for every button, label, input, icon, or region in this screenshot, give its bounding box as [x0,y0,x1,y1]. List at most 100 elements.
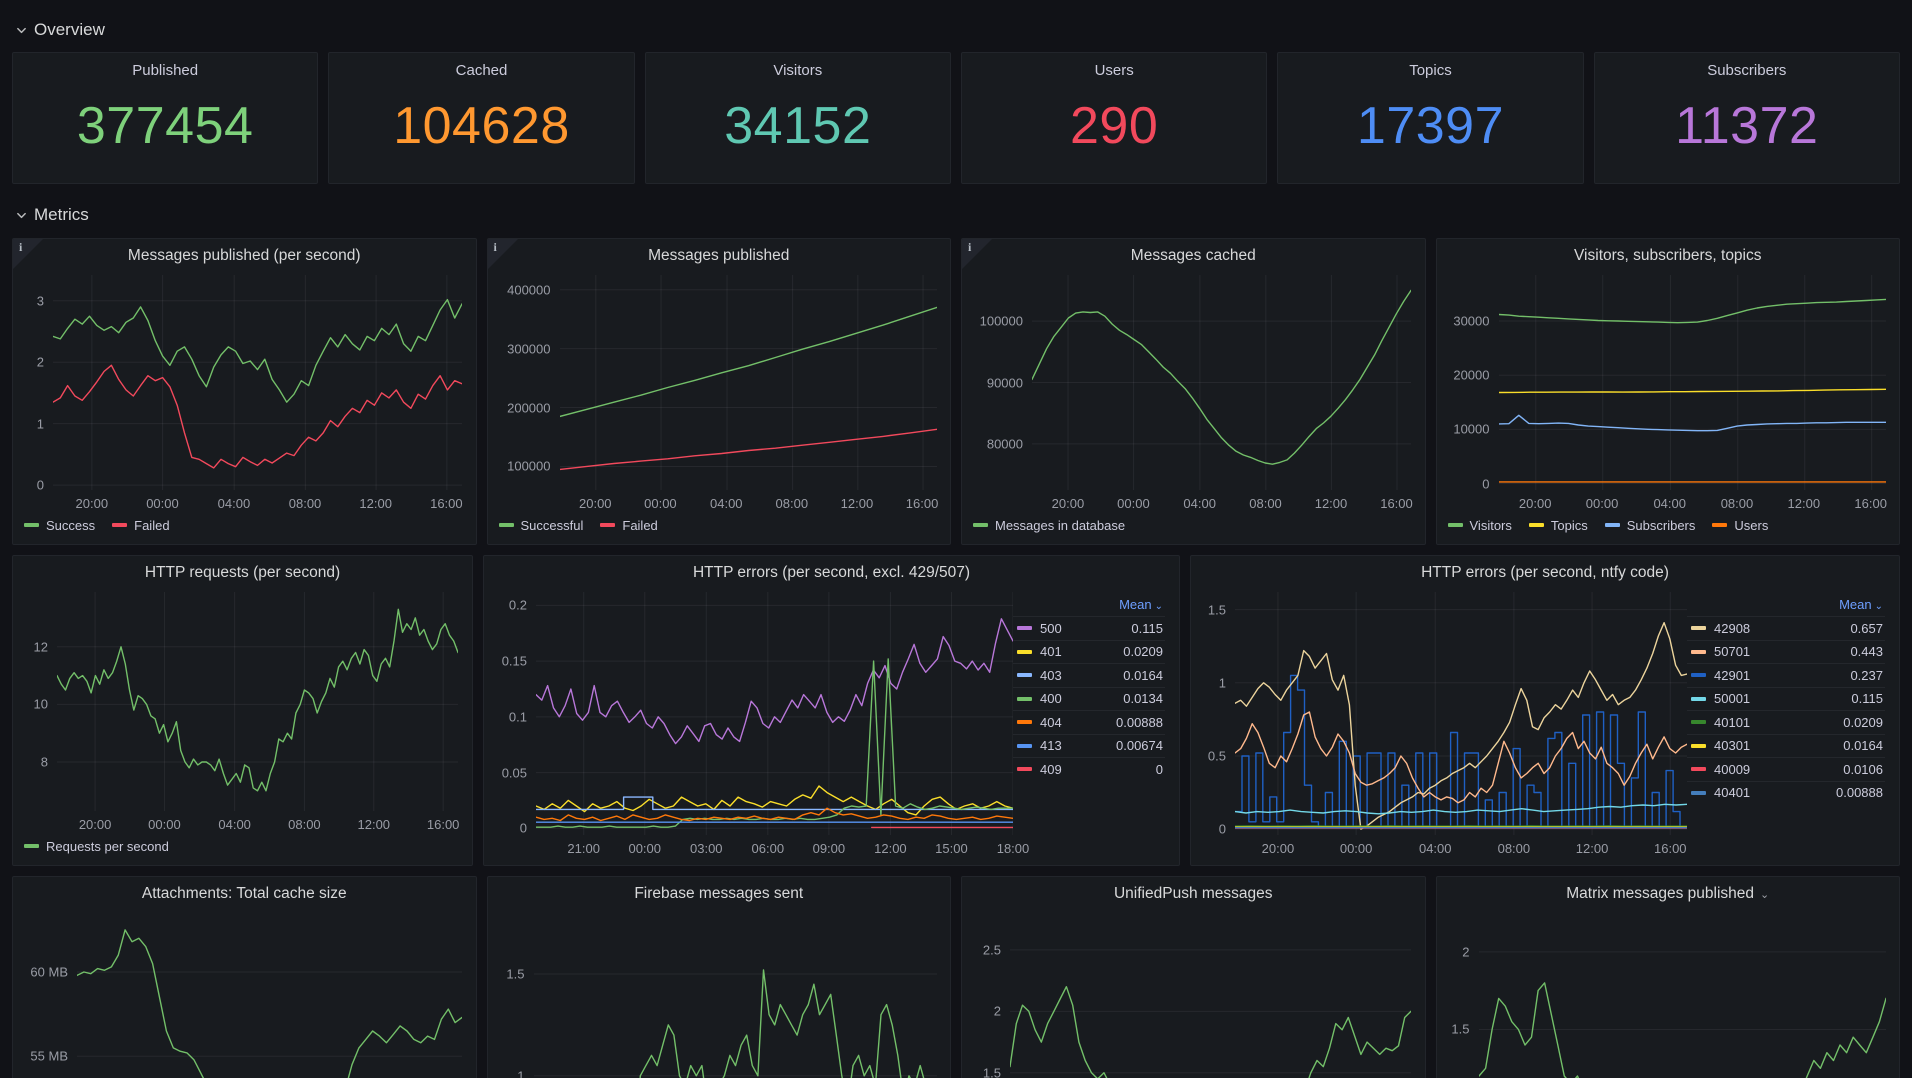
y-axis-label: 1 [517,1068,525,1078]
x-axis-label: 21:00 [567,841,600,856]
legend-table-row[interactable]: 42901 0.237 [1687,663,1885,687]
legend-table-row[interactable]: 404 0.00888 [1013,710,1165,734]
legend-table-row[interactable]: 413 0.00674 [1013,733,1165,758]
legend-table-row[interactable]: 401 0.0209 [1013,639,1165,664]
legend-mean-value: 0.0134 [1123,691,1163,707]
chart-body: 0.511.52 [1437,911,1900,1078]
panel-title[interactable]: HTTP errors (per second, excl. 429/507) [692,564,971,581]
legend-item[interactable]: Requests per second [24,839,169,854]
panel-title[interactable]: Visitors, subscribers, topics [1574,247,1762,264]
plot-area[interactable] [1010,913,1411,1078]
legend-item[interactable]: Visitors [1447,518,1512,533]
plot-wrap: 80000 90000 100000 [968,275,1411,490]
plot-area[interactable] [1478,913,1886,1078]
plot-area[interactable] [57,592,458,811]
legend-swatch [1691,790,1706,795]
panel-title[interactable]: Messages cached [1130,247,1256,264]
panel-title[interactable]: Messages published (per second) [127,247,361,264]
y-axis: 80000 90000 100000 [968,275,1032,490]
legend-table-row[interactable]: 403 0.0164 [1013,663,1165,687]
panel-messages-published: Messages published 100000 200000 300000 400… [486,238,951,545]
x-axis-label: 20:00 [1051,496,1085,511]
legend-swatch [24,523,39,527]
legend-table-row[interactable]: 50701 0.443 [1687,639,1885,664]
info-icon: i [19,240,23,254]
plot-area[interactable] [536,592,1013,835]
legend-series-label: 40101 [1714,714,1751,730]
plot-area[interactable] [77,913,462,1078]
legend-item[interactable]: Messages in database [973,518,1125,533]
panel-title[interactable]: Messages published [648,247,790,264]
y-axis: 11.522.5 [968,913,1010,1078]
section-metrics[interactable]: Metrics [12,184,1900,238]
panel-title[interactable]: HTTP errors (per second, ntfy code) [1421,564,1669,581]
x-axis-label: 00:00 [644,496,677,511]
panel-title[interactable]: HTTP requests (per second) [144,564,341,581]
legend-item[interactable]: Users [1712,518,1768,533]
panel-info-icon[interactable]: i [13,239,43,269]
chart-body: 0 0.05 0.1 0.15 0.2 21:00 00:00 03:00 06:00 09:00… [484,590,1179,865]
chevron-down-icon: ⌄ [1760,889,1770,901]
plot-area[interactable] [53,275,462,490]
panel-info-icon[interactable]: i [487,239,518,269]
legend-item[interactable]: Failed [600,517,658,533]
legend-item[interactable]: Success [24,518,95,533]
legend-mean-header[interactable]: Mean ⌄ [1013,594,1165,616]
plot-area[interactable] [533,913,937,1078]
legend-swatch [1017,673,1032,678]
chart-canvas [53,275,462,490]
legend-table-row[interactable]: 42908 0.657 [1687,616,1885,640]
panel-title[interactable]: Firebase messages sent [634,885,804,902]
x-axis-label: 18:00 [996,841,1030,856]
section-title: Metrics [34,205,89,224]
x-axis-label: 00:00 [148,817,181,832]
legend: Messages in database [968,513,1411,537]
y-axis: 0 1 2 3 [19,275,53,492]
plot-area[interactable] [1498,275,1886,490]
plot-column: 11.522.5 [968,913,1411,1078]
metrics-row-1: Messages published (per second) 0 1 2 3 20:0… [12,238,1900,545]
panel-title[interactable]: UnifiedPush messages [1113,885,1273,902]
stat-value: 11372 [1675,97,1819,155]
legend-series-label: 400 [1040,691,1062,707]
chevron-down-icon: ⌄ [1874,601,1883,612]
legend-item[interactable]: Successful [498,518,583,533]
plot-area[interactable] [1235,592,1687,835]
legend-item[interactable]: Failed [112,518,170,533]
x-axis-label: 16:00 [1380,496,1413,511]
legend-table-row[interactable]: 409 0 [1013,757,1165,781]
legend-swatch [112,523,128,527]
legend-table-row[interactable]: 40301 0.0164 [1687,733,1885,758]
x-axis-label: 04:00 [1183,496,1216,511]
legend-table-row[interactable]: 50001 0.115 [1687,686,1885,711]
legend-mean-label: Mean [1119,597,1152,612]
legend-mean-value: 0.00888 [1836,785,1883,801]
legend-table-row[interactable]: 40101 0.0209 [1687,710,1885,734]
x-axis: 20:00 00:00 04:00 08:00 12:00 16:00 [1235,835,1687,858]
legend-item[interactable]: Topics [1528,518,1588,533]
panel-title[interactable]: Matrix messages published ⌄ [1566,885,1770,902]
legend-table-row[interactable]: 40009 0.0106 [1687,757,1885,781]
legend-label: Failed [622,517,658,533]
plot-area[interactable] [1032,275,1411,490]
panel-info-icon[interactable]: i [962,239,992,269]
panel-title[interactable]: Attachments: Total cache size [141,885,347,902]
y-axis-label: 100000 [979,313,1023,329]
legend-item[interactable]: Subscribers [1604,518,1695,533]
legend-table-row[interactable]: 40401 0.00888 [1687,780,1885,805]
legend-table-row[interactable]: 500 0.115 [1013,616,1165,640]
chevron-down-icon [17,27,26,33]
plot-area[interactable] [559,275,937,490]
series-Successful [559,306,937,418]
section-overview[interactable]: Overview [12,0,1900,52]
x-axis: 20:00 00:00 04:00 08:00 12:00 16:00 [1032,490,1413,513]
legend-mean-header[interactable]: Mean ⌄ [1687,594,1885,616]
series-Messages [638,969,924,1078]
x-axis-label: 15:00 [935,841,968,856]
panel-unifiedpush-messages: UnifiedPush messages 11.522.5 [961,876,1426,1078]
legend-mean-value: 0.0209 [1123,644,1163,660]
legend-table-row[interactable]: 400 0.0134 [1013,686,1165,711]
legend-mean-value: 0.0209 [1843,714,1883,730]
x-axis-label: 08:00 [288,817,321,832]
